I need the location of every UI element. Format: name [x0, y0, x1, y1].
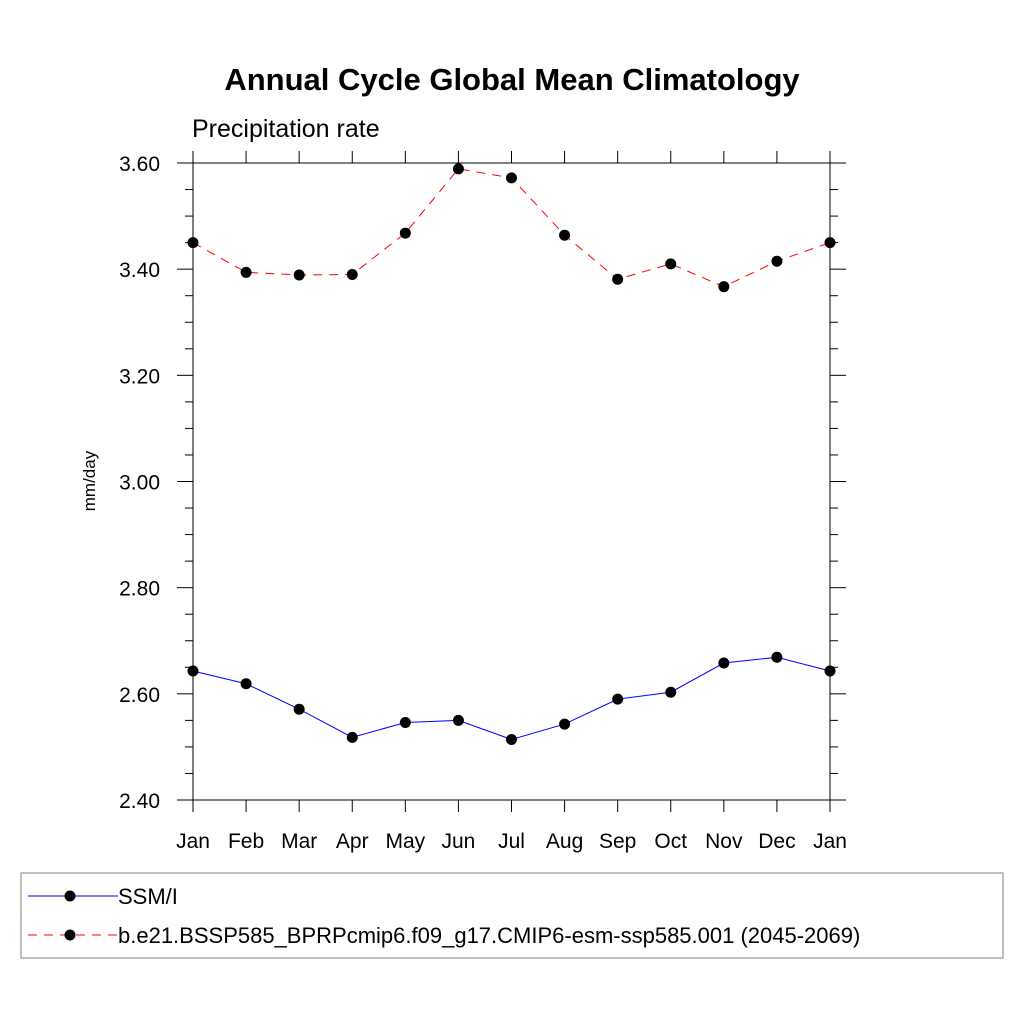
x-tick-label: Dec [758, 830, 795, 853]
series-0-point [187, 665, 199, 677]
x-tick-label: Mar [281, 830, 317, 853]
legend-box [20, 872, 1004, 959]
x-tick-label: Nov [705, 830, 743, 853]
x-tick-label: Sep [599, 830, 636, 853]
series-0-point [399, 716, 411, 728]
y-tick-label: 2.80 [119, 578, 160, 601]
series-1-point [506, 172, 517, 184]
series-0-point [824, 665, 836, 677]
series-0-point [452, 714, 464, 726]
axis-ticks [177, 151, 846, 812]
series-0-point [559, 718, 571, 730]
y-tick-label: 2.40 [119, 790, 160, 813]
series-0-point [771, 651, 783, 663]
series-0-point [718, 657, 730, 669]
x-tick-label: Jan [813, 830, 847, 853]
series-1-point [665, 258, 677, 270]
y-tick-label: 3.60 [119, 153, 160, 176]
y-tick-label: 2.60 [119, 684, 160, 707]
series-0-point [612, 693, 624, 705]
y-tick-label: 3.40 [119, 259, 160, 282]
chart-subtitle: Precipitation rate [192, 115, 380, 143]
series-1-point [399, 227, 411, 239]
series-1-point [240, 266, 252, 278]
y-tick-label: 3.20 [119, 365, 160, 388]
x-tick-label: Aug [546, 830, 583, 853]
series-1-point [771, 255, 783, 267]
x-tick-label: Oct [654, 830, 687, 853]
series-line-0 [192, 656, 831, 741]
series-0-point [240, 678, 252, 690]
x-tick-label: Apr [336, 830, 369, 853]
series-1-point [559, 229, 571, 241]
legend-label-model: b.e21.BSSP585_BPRPcmip6.f09_g17.CMIP6-es… [118, 923, 860, 948]
series-0-point [293, 703, 305, 715]
x-tick-label: Jul [498, 830, 525, 853]
x-tick-label: Feb [228, 830, 264, 853]
x-tick-label: Jun [441, 830, 475, 853]
y-axis-label: mm/day [80, 450, 99, 511]
chart-title: Annual Cycle Global Mean Climatology [224, 62, 800, 97]
x-tick-label: May [385, 830, 425, 853]
legend-label-ssmi: SSM/I [118, 884, 178, 909]
series-1-point [293, 269, 305, 281]
y-tick-label: 3.00 [119, 472, 160, 495]
series-0-point [665, 686, 677, 698]
series-layer [187, 163, 836, 745]
legend-marker-ssmi [64, 890, 76, 902]
series-1-point [346, 268, 358, 280]
x-tick-label: Jan [176, 830, 210, 853]
series-1-point [718, 281, 730, 293]
legend-marker-model [64, 929, 76, 941]
series-1-point [824, 237, 836, 249]
series-1-point [612, 273, 624, 285]
series-1-point [187, 237, 199, 249]
series-0-point [506, 733, 517, 745]
tick-labels: Jan Feb Mar Apr May Jun Jul Aug Sep Oct Nov Dec Jan 2… [119, 153, 847, 853]
series-0-point [346, 731, 358, 743]
series-1-point [452, 163, 464, 175]
legend: SSM/I b.e21.BSSP585_BPRPcmip6.f09_g17.CM… [20, 872, 1004, 959]
series-line-1 [192, 168, 831, 288]
